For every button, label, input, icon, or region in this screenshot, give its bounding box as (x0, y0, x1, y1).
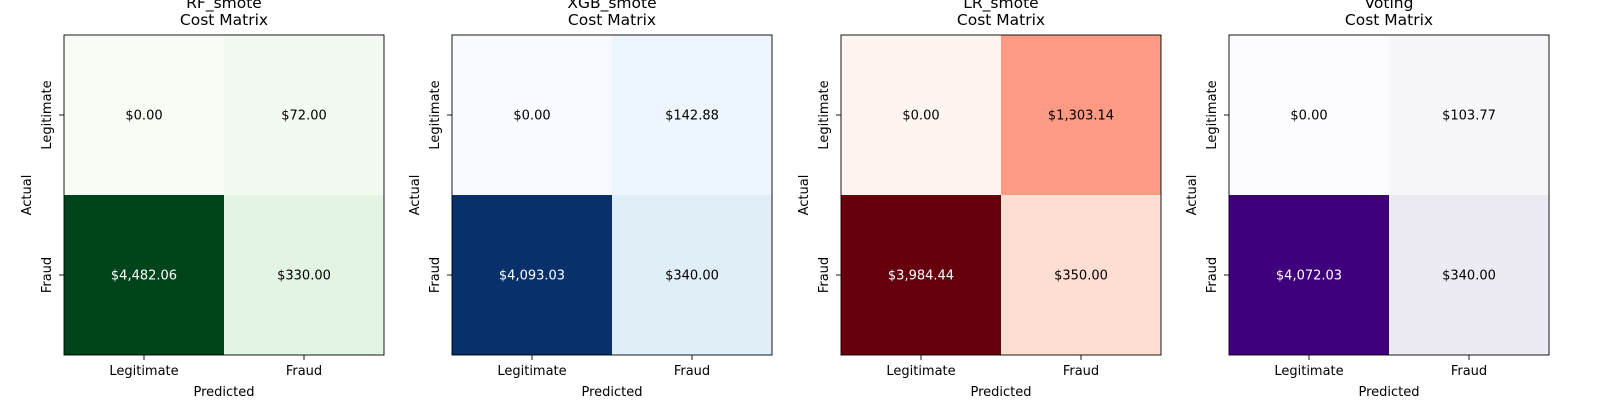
heatmap-cell (841, 195, 1001, 355)
cell-value-label: $330.00 (277, 269, 331, 284)
x-axis-label: Predicted (193, 385, 254, 400)
y-tick-label: Legitimate (1205, 80, 1220, 149)
y-tick-label: Fraud (817, 257, 832, 293)
cost-matrix-panel-3: LR_smote Cost Matrix $0.00 $1,303.14 $3,984.… (797, 0, 1162, 400)
heatmap-cell (1229, 35, 1389, 195)
cell-value-label: $142.88 (665, 109, 719, 124)
cell-value-label: $340.00 (665, 269, 719, 284)
y-axis-label: Actual (20, 175, 35, 216)
cell-value-label: $0.00 (1290, 109, 1327, 124)
cost-matrix-panel-1: RF_smote Cost Matrix $0.00 $72.00 $4,482.06 $… (20, 0, 385, 400)
heatmap-cell (1389, 195, 1549, 355)
y-tick-label: Fraud (428, 257, 443, 293)
cell-value-label: $4,482.06 (111, 269, 177, 284)
x-tick-label: Fraud (286, 364, 322, 379)
heatmap-cell (64, 35, 224, 195)
x-axis-label: Predicted (970, 385, 1031, 400)
heatmap-cell (64, 195, 224, 355)
y-tick-label: Legitimate (40, 80, 55, 149)
heatmap-cell (1229, 195, 1389, 355)
heatmap-cell (452, 35, 612, 195)
cell-value-label: $4,093.03 (499, 269, 565, 284)
heatmap-cell (452, 195, 612, 355)
chart-title: LR_smote Cost Matrix (957, 0, 1045, 29)
y-tick-label: Legitimate (817, 80, 832, 149)
heatmap-cell (612, 195, 772, 355)
y-axis-label: Actual (1185, 175, 1200, 216)
x-tick-label: Fraud (674, 364, 710, 379)
heatmap-cell (1001, 35, 1161, 195)
chart-title: Voting Cost Matrix (1345, 0, 1433, 29)
y-tick-label: Fraud (1205, 257, 1220, 293)
x-tick-label: Legitimate (886, 364, 955, 379)
y-tick-label: Legitimate (428, 80, 443, 149)
heatmap-cell (1389, 35, 1549, 195)
cell-value-label: $103.77 (1442, 109, 1496, 124)
x-tick-label: Legitimate (109, 364, 178, 379)
cell-value-label: $340.00 (1442, 269, 1496, 284)
chart-title: XGB_smote Cost Matrix (567, 0, 656, 29)
y-axis-label: Actual (408, 175, 423, 216)
cell-value-label: $1,303.14 (1048, 109, 1114, 124)
cost-matrix-panel-2: XGB_smote Cost Matrix $0.00 $142.88 $4,093.0… (408, 0, 773, 400)
plot-frame (63, 34, 385, 356)
x-tick-label: Legitimate (497, 364, 566, 379)
chart-title: RF_smote Cost Matrix (180, 0, 268, 29)
plot-frame (451, 34, 773, 356)
heatmap-cell (224, 35, 384, 195)
y-axis-label: Actual (797, 175, 812, 216)
x-axis-label: Predicted (581, 385, 642, 400)
cell-value-label: $0.00 (902, 109, 939, 124)
cost-matrix-panel-4: Voting Cost Matrix $0.00 $103.77 $4,072.03 $3… (1185, 0, 1550, 400)
heatmap-cell (612, 35, 772, 195)
heatmap-cell (224, 195, 384, 355)
x-tick-label: Fraud (1063, 364, 1099, 379)
heatmap-cell (1001, 195, 1161, 355)
plot-frame (1228, 34, 1550, 356)
x-tick-label: Legitimate (1274, 364, 1343, 379)
y-tick-label: Fraud (40, 257, 55, 293)
plot-frame (840, 34, 1162, 356)
x-tick-label: Fraud (1451, 364, 1487, 379)
cell-value-label: $3,984.44 (888, 269, 954, 284)
cell-value-label: $72.00 (281, 109, 327, 124)
cell-value-label: $0.00 (125, 109, 162, 124)
cell-value-label: $4,072.03 (1276, 269, 1342, 284)
x-axis-label: Predicted (1358, 385, 1419, 400)
cell-value-label: $0.00 (513, 109, 550, 124)
heatmap-cell (841, 35, 1001, 195)
cell-value-label: $350.00 (1054, 269, 1108, 284)
